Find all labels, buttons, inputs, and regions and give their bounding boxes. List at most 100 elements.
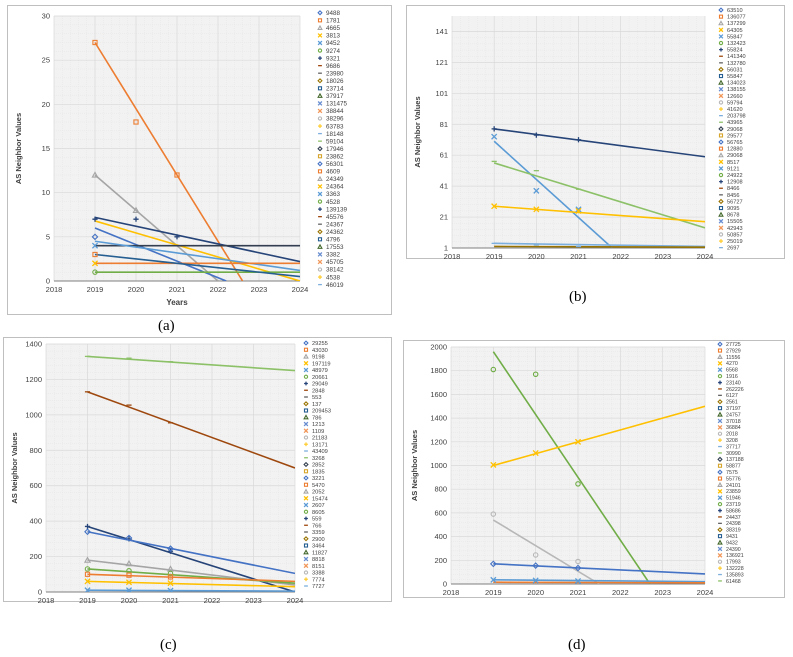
legend-label: 137299 xyxy=(727,21,746,27)
y-tick-label: 121 xyxy=(435,58,448,67)
legend-label: 12908 xyxy=(727,180,743,186)
caption-b: (b) xyxy=(569,289,587,305)
chart-panel-c: 2018 2019 2020 2021 2022 2023 2024 0 200 400 600 80… xyxy=(3,337,392,604)
series-layer xyxy=(91,39,300,281)
legend-label: 9095 xyxy=(727,206,739,212)
trendline-9321 xyxy=(94,216,300,263)
legend-label: 137188 xyxy=(726,457,744,463)
legend-label: 141340 xyxy=(727,54,746,60)
y-tick-label: 400 xyxy=(434,532,447,541)
legend-label: 135893 xyxy=(726,572,744,578)
legend-marker xyxy=(317,146,323,152)
legend-label: 24398 xyxy=(726,521,741,527)
series-layer xyxy=(491,126,705,248)
legend-marker xyxy=(719,47,723,52)
legend-marker xyxy=(304,516,308,521)
legend-marker xyxy=(717,411,723,417)
x-tick-label: 2024 xyxy=(697,252,714,260)
trendline-43030 xyxy=(87,573,295,583)
legend-label: 136077 xyxy=(727,15,746,21)
legend-marker xyxy=(303,549,309,555)
legend-label: 37917 xyxy=(326,93,344,100)
legend-label: 9686 xyxy=(326,63,341,70)
legend-label: 197119 xyxy=(312,361,331,367)
legend-label: 64305 xyxy=(727,28,743,34)
legend-label: 2852 xyxy=(312,463,325,469)
legend-marker xyxy=(317,229,323,235)
legend-label: 63510 xyxy=(727,8,743,14)
legend-marker xyxy=(303,509,309,514)
point-9452 xyxy=(91,242,99,249)
x-tick-label: 2023 xyxy=(245,596,262,603)
legend-label: 15505 xyxy=(727,219,743,225)
legend-marker xyxy=(718,172,724,178)
legend-label: 11556 xyxy=(726,355,740,361)
legend-marker xyxy=(718,100,724,105)
caption-a: (a) xyxy=(158,318,175,334)
x-tick-label: 2024 xyxy=(287,596,304,603)
legend-label: 3363 xyxy=(326,191,341,198)
legend-marker xyxy=(303,475,309,481)
legend-label: 41620 xyxy=(727,107,743,113)
legend-marker xyxy=(317,199,323,204)
legend-label: 38296 xyxy=(326,116,344,123)
point-4665 xyxy=(132,206,140,213)
legend-label: 137 xyxy=(312,402,322,408)
chart-svg-c: 2018 2019 2020 2021 2022 2023 2024 0 200 400 600 80… xyxy=(10,340,331,604)
point-55847 xyxy=(575,206,582,213)
legend-label: 55776 xyxy=(726,476,741,482)
x-tick-label: 2018 xyxy=(46,285,63,294)
x-tick-label: 2019 xyxy=(79,596,96,603)
point-4665 xyxy=(91,171,99,178)
legend-marker xyxy=(303,367,309,373)
legend-marker xyxy=(718,380,722,385)
legend-label: 1213 xyxy=(312,422,325,428)
x-tick-label: 2020 xyxy=(527,588,544,597)
legend-label: 3464 xyxy=(312,544,325,550)
trendline-4270 xyxy=(493,405,705,467)
legend-marker xyxy=(719,107,723,111)
legend-label: 46019 xyxy=(326,282,344,289)
point-20661 xyxy=(167,570,174,577)
x-tick-label: 2022 xyxy=(210,285,227,294)
legend-label: 12880 xyxy=(727,147,743,153)
legend-label: 24367 xyxy=(326,221,344,228)
legend-marker xyxy=(718,93,724,99)
legend-marker xyxy=(717,424,723,430)
legend-label: 23719 xyxy=(726,502,741,508)
y-tick-label: 1400 xyxy=(25,340,42,349)
legend-marker xyxy=(717,546,723,552)
point-20661 xyxy=(84,566,91,572)
legend-marker xyxy=(718,566,722,571)
point-3813 xyxy=(91,260,99,267)
legend-marker xyxy=(718,205,724,211)
legend-marker xyxy=(304,381,308,386)
legend-label: 559 xyxy=(312,517,322,523)
legend-marker xyxy=(718,152,724,158)
legend-label: 3382 xyxy=(326,252,341,259)
legend-marker xyxy=(717,406,723,411)
legend-label: 4609 xyxy=(326,169,341,176)
legend-marker xyxy=(719,239,723,243)
y-tick-label: 1600 xyxy=(430,390,447,399)
x-tick-label: 2021 xyxy=(162,596,179,603)
y-tick-label: 800 xyxy=(434,485,447,494)
point-48979 xyxy=(84,587,91,592)
legend-label: 21183 xyxy=(312,436,327,442)
y-tick-label: 0 xyxy=(46,277,50,286)
trendline-4609 xyxy=(94,42,244,281)
point-1916 xyxy=(532,371,539,378)
x-tick-label: 2019 xyxy=(485,588,502,597)
trendline-1916 xyxy=(492,351,651,584)
x-tick-label: 2023 xyxy=(251,285,268,294)
legend-label: 36884 xyxy=(726,425,741,431)
legend-label: 37018 xyxy=(726,419,741,425)
legend-marker xyxy=(303,360,309,366)
trendline-48979 xyxy=(87,589,295,592)
legend-label: 59104 xyxy=(326,138,344,145)
point-55847 xyxy=(533,187,540,194)
legend-marker xyxy=(717,501,723,507)
legend-label: 2561 xyxy=(726,400,738,406)
y-tick-label: 1800 xyxy=(430,366,447,375)
legend-marker xyxy=(717,527,723,533)
